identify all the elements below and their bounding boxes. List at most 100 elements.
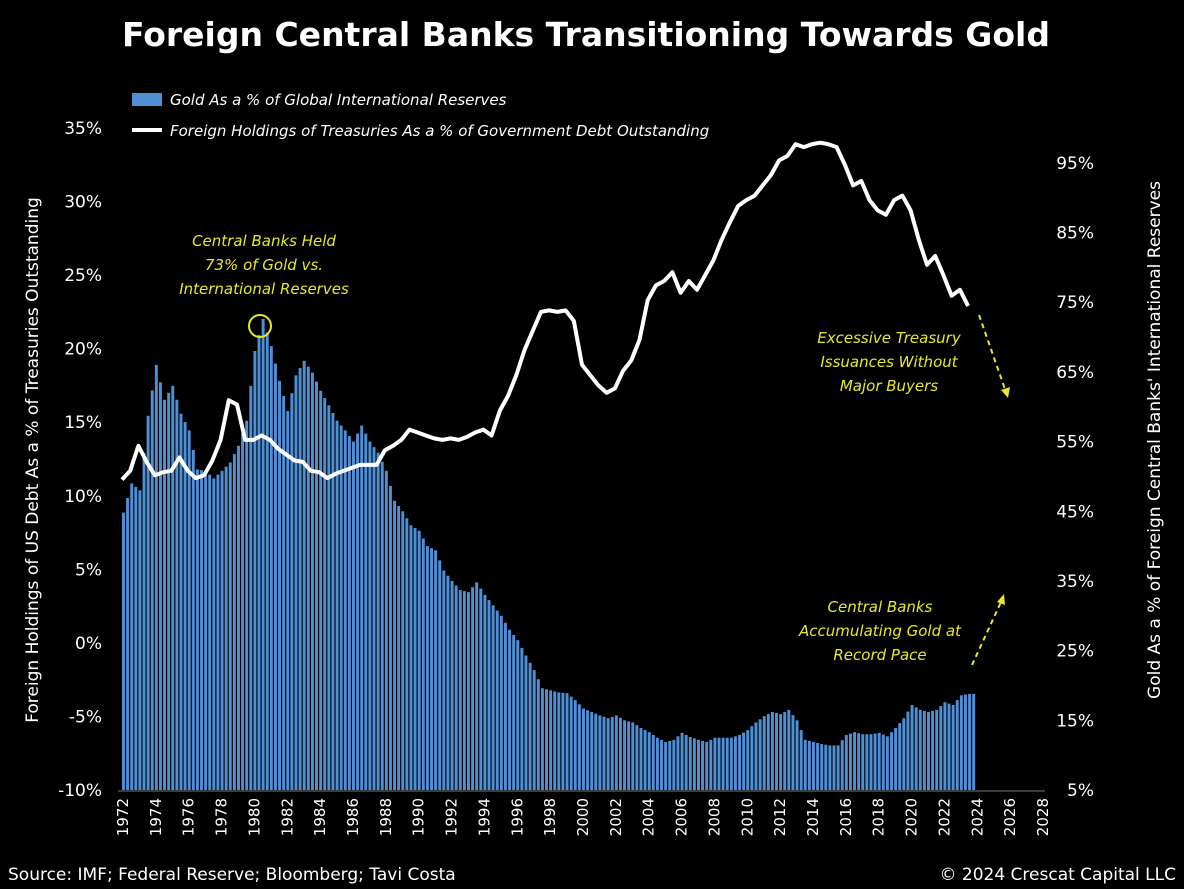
gold-bar [138, 490, 142, 790]
right-tick-label: 95% [1056, 154, 1094, 174]
down-arrow-dashed [978, 314, 1007, 393]
gold-bar [807, 740, 811, 790]
gold-bar [499, 615, 503, 790]
gold-bar [126, 498, 130, 790]
gold-bar [668, 740, 672, 790]
left-tick-label: 25% [64, 266, 102, 286]
gold-bar [253, 350, 257, 790]
gold-bar [635, 725, 639, 790]
right-tick-label: 15% [1056, 711, 1094, 731]
gold-bar [245, 420, 249, 790]
gold-bar [393, 500, 397, 790]
gold-bar [733, 736, 737, 790]
x-tick-label: 1982 [278, 798, 296, 836]
gold-bar [705, 741, 709, 790]
right-tick-label: 45% [1056, 502, 1094, 522]
copyright: © 2024 Crescat Capital LLC [939, 865, 1176, 885]
down-arrowhead-icon [1001, 387, 1010, 398]
up-arrowhead-icon [997, 594, 1005, 605]
gold-bar [676, 736, 680, 790]
gold-bar [561, 692, 565, 790]
gold-bar [302, 360, 306, 790]
gold-bar [491, 605, 495, 790]
x-tick-label: 1998 [541, 798, 559, 836]
x-tick-label: 2016 [837, 798, 855, 836]
bar-series [122, 318, 976, 790]
gold-bar [881, 734, 885, 790]
gold-bar [857, 733, 861, 790]
gold-bar [754, 722, 758, 790]
gold-bar [479, 588, 483, 790]
gold-bar [553, 691, 557, 790]
gold-bar [610, 716, 614, 790]
gold-bar [963, 694, 967, 790]
gold-bar [158, 382, 162, 790]
annotation-treasury: Excessive Treasury Issuances Without Maj… [817, 314, 1010, 398]
x-tick-label: 1994 [475, 798, 493, 836]
x-tick-label: 2018 [870, 798, 888, 836]
gold-bar [631, 722, 635, 790]
gold-bar [688, 737, 692, 790]
gold-bar [442, 570, 446, 790]
gold-bar [697, 739, 700, 790]
annotation-line: Central Banks [828, 598, 933, 616]
right-tick-label: 65% [1056, 363, 1094, 383]
x-tick-label: 2000 [574, 798, 592, 836]
gold-bar [520, 647, 524, 790]
gold-bar [569, 696, 573, 790]
x-tick-label: 1974 [147, 798, 165, 836]
gold-bar [680, 732, 684, 790]
gold-bar [742, 732, 746, 790]
gold-bar [360, 425, 364, 790]
gold-bar [803, 739, 807, 790]
annotation-line: Central Banks Held [192, 232, 336, 250]
gold-bar [319, 390, 323, 790]
annotation-line: 73% of Gold vs. [205, 256, 323, 274]
gold-bar [475, 582, 479, 790]
gold-bar [627, 721, 631, 790]
gold-bar [865, 734, 869, 790]
gold-bar [795, 720, 799, 790]
legend-swatch-bars [132, 93, 162, 106]
gold-bar [947, 703, 951, 790]
gold-bar [783, 711, 787, 790]
gold-bar [335, 420, 339, 790]
x-tick-label: 2022 [935, 798, 953, 836]
annotation-line: Record Pace [833, 646, 926, 664]
right-tick-label: 75% [1056, 293, 1094, 313]
right-axis-label: Gold As a % of Foreign Central Banks' In… [1145, 181, 1165, 699]
annotation-peak: Central Banks Held 73% of Gold vs. Inter… [179, 232, 349, 338]
gold-bar [269, 346, 273, 790]
gold-bar [664, 741, 668, 790]
gold-bar [828, 745, 832, 790]
gold-bar [257, 334, 261, 790]
gold-bar [586, 710, 590, 790]
gold-bar [323, 398, 327, 790]
gold-bar [413, 527, 417, 790]
gold-bar [968, 693, 972, 790]
left-tick-label: 5% [75, 560, 102, 580]
x-tick-label: 1984 [311, 798, 329, 836]
gold-bar [273, 363, 277, 790]
treasury-line [120, 140, 970, 481]
gold-bar [372, 447, 376, 790]
annotation-line: Excessive Treasury [817, 329, 962, 347]
gold-bar [623, 720, 627, 790]
gold-bar [582, 708, 585, 790]
gold-bar [885, 736, 889, 790]
gold-bar [195, 469, 199, 790]
gold-bar [438, 560, 442, 790]
gold-bar [606, 718, 610, 790]
peak-highlight-circle [248, 314, 272, 338]
gold-bar [816, 742, 820, 790]
chart-title: Foreign Central Banks Transitioning Towa… [122, 15, 1050, 54]
gold-bar [306, 366, 310, 790]
x-tick-label: 1996 [508, 798, 526, 836]
gold-bar [848, 733, 852, 790]
gold-bar [959, 695, 963, 790]
gold-bar [430, 548, 433, 790]
gold-bar [791, 715, 795, 790]
gold-bar [208, 474, 212, 790]
gold-bar [487, 600, 491, 790]
gold-bar [154, 364, 158, 790]
